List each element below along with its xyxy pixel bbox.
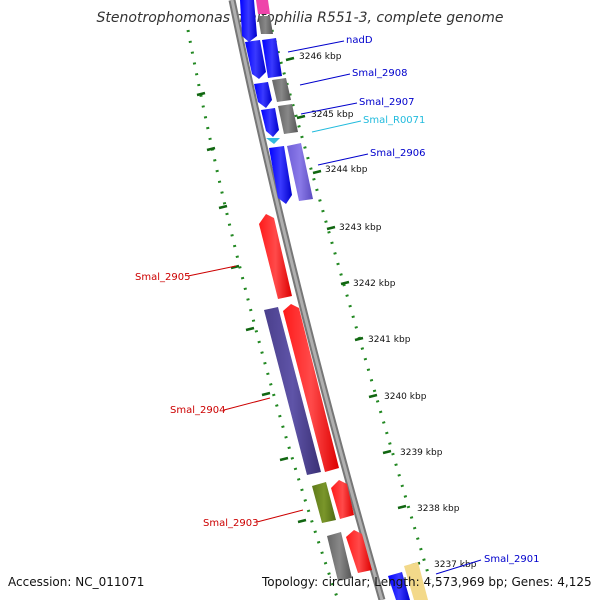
- map-title: Stenotrophomonas maltophilia R551-3, com…: [97, 10, 504, 26]
- gene-label-smal-2904: Smal_2904: [170, 405, 225, 416]
- gene-feature: [245, 40, 266, 79]
- kbp-label: 3237 kbp: [434, 560, 477, 570]
- gene-feature: [269, 146, 292, 204]
- kbp-labels: 3246 kbp 3245 kbp 3244 kbp 3243 kbp 3242…: [299, 52, 477, 570]
- inner-ticks: [196, 91, 307, 524]
- gene-feature: [262, 38, 282, 78]
- kbp-label: 3245 kbp: [311, 110, 354, 120]
- gene-feature: [259, 214, 292, 299]
- gene-label-nadD: nadD: [346, 35, 373, 46]
- gene-label-smal-2907: Smal_2907: [359, 97, 414, 108]
- gene-feature: [264, 307, 321, 475]
- kbp-label: 3241 kbp: [368, 335, 411, 345]
- gene-feature: [388, 572, 410, 600]
- gene-feature: [404, 562, 428, 600]
- kbp-label: 3240 kbp: [384, 392, 427, 402]
- kbp-label: 3239 kbp: [400, 448, 443, 458]
- gene-feature: [278, 104, 298, 134]
- gene-label-smal-2903: Smal_2903: [203, 518, 258, 529]
- gene-feature: [346, 530, 372, 573]
- gene-label-smal-r0071: Smal_R0071: [363, 115, 425, 126]
- gene-feature: [327, 532, 352, 581]
- genome-backbone: [228, 0, 386, 600]
- gene-feature: [272, 78, 291, 102]
- kbp-label: 3243 kbp: [339, 223, 382, 233]
- gene-feature: [258, 16, 273, 34]
- label-leaders: [187, 40, 482, 575]
- gene-feature: [287, 143, 313, 201]
- gene-feature: [331, 480, 354, 519]
- gene-feature: [256, 0, 270, 14]
- gene-feature: [261, 108, 279, 137]
- rna-feature: [266, 138, 280, 144]
- gene-label-smal-2906: Smal_2906: [370, 148, 425, 159]
- kbp-label: 3238 kbp: [417, 504, 460, 514]
- gene-labels: nadD Smal_2908 Smal_2907 Smal_R0071 Smal…: [135, 35, 539, 565]
- gene-label-smal-2901: Smal_2901: [484, 554, 539, 565]
- gene-feature: [283, 304, 339, 472]
- kbp-label: 3246 kbp: [299, 52, 342, 62]
- gene-feature: [240, 0, 257, 42]
- gene-feature: [254, 82, 272, 108]
- accession-text: Accession: NC_011071: [8, 575, 144, 589]
- kbp-ticks: [285, 56, 421, 567]
- gene-feature: [312, 482, 336, 523]
- gene-features: [240, 0, 428, 600]
- gene-label-smal-2908: Smal_2908: [352, 68, 407, 79]
- kbp-label: 3242 kbp: [353, 279, 396, 289]
- topology-text: Topology: circular; Length: 4,573,969 bp…: [261, 575, 592, 589]
- kbp-label: 3244 kbp: [325, 165, 368, 175]
- gene-label-smal-2905: Smal_2905: [135, 272, 190, 283]
